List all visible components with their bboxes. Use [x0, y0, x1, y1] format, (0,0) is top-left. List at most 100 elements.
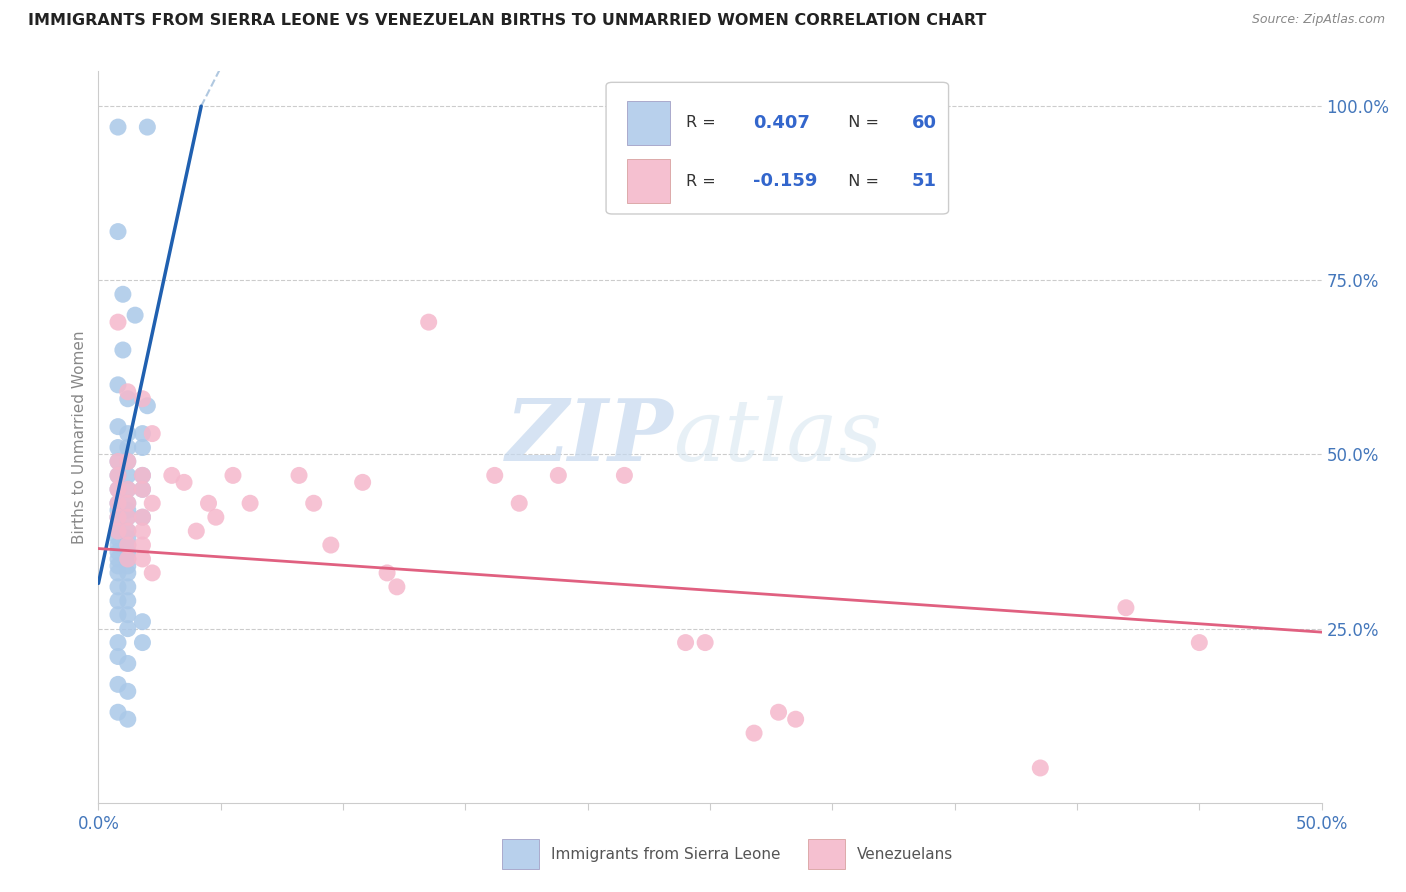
- Point: [768, 705, 790, 719]
- Point: [117, 496, 139, 510]
- Point: [547, 468, 569, 483]
- Point: [131, 524, 153, 538]
- Point: [107, 705, 129, 719]
- Point: [107, 483, 129, 497]
- Point: [107, 594, 129, 608]
- Point: [117, 441, 139, 455]
- Point: [131, 483, 153, 497]
- Text: IMMIGRANTS FROM SIERRA LEONE VS VENEZUELAN BIRTHS TO UNMARRIED WOMEN CORRELATION: IMMIGRANTS FROM SIERRA LEONE VS VENEZUEL…: [28, 13, 987, 29]
- Point: [239, 496, 262, 510]
- Point: [107, 468, 129, 483]
- Point: [131, 468, 153, 483]
- Point: [131, 392, 153, 406]
- Point: [107, 580, 129, 594]
- Point: [173, 475, 195, 490]
- Point: [117, 531, 139, 545]
- Point: [117, 657, 139, 671]
- Point: [117, 524, 139, 538]
- Point: [186, 524, 208, 538]
- Point: [117, 594, 139, 608]
- Point: [107, 677, 129, 691]
- Point: [141, 496, 163, 510]
- Point: [302, 496, 325, 510]
- Point: [131, 552, 153, 566]
- Point: [117, 622, 139, 636]
- Point: [141, 426, 163, 441]
- Point: [695, 635, 717, 649]
- Point: [117, 483, 139, 497]
- Text: Source: ZipAtlas.com: Source: ZipAtlas.com: [1251, 13, 1385, 27]
- Point: [131, 615, 153, 629]
- Point: [131, 510, 153, 524]
- FancyBboxPatch shape: [627, 159, 669, 203]
- Point: [117, 384, 139, 399]
- Point: [352, 475, 374, 490]
- Point: [131, 483, 153, 497]
- Point: [117, 510, 139, 524]
- Point: [117, 524, 139, 538]
- Point: [418, 315, 440, 329]
- Text: N =: N =: [838, 115, 884, 130]
- Y-axis label: Births to Unmarried Women: Births to Unmarried Women: [72, 330, 87, 544]
- Point: [117, 545, 139, 559]
- Point: [117, 580, 139, 594]
- Text: 51: 51: [912, 172, 936, 190]
- Point: [117, 503, 139, 517]
- Point: [131, 538, 153, 552]
- Text: 0.407: 0.407: [752, 113, 810, 131]
- Point: [111, 287, 134, 301]
- Point: [197, 496, 219, 510]
- Point: [785, 712, 807, 726]
- Point: [117, 426, 139, 441]
- Point: [131, 468, 153, 483]
- Point: [742, 726, 765, 740]
- Point: [107, 483, 129, 497]
- Point: [141, 566, 163, 580]
- FancyBboxPatch shape: [808, 839, 845, 869]
- FancyBboxPatch shape: [627, 101, 669, 145]
- Point: [107, 635, 129, 649]
- Point: [117, 607, 139, 622]
- Point: [288, 468, 311, 483]
- Point: [117, 552, 139, 566]
- Text: -0.159: -0.159: [752, 172, 817, 190]
- Point: [136, 399, 159, 413]
- Text: Immigrants from Sierra Leone: Immigrants from Sierra Leone: [551, 847, 780, 862]
- Point: [107, 225, 129, 239]
- Text: ZIP: ZIP: [506, 395, 673, 479]
- Point: [131, 510, 153, 524]
- Point: [117, 392, 139, 406]
- Point: [107, 649, 129, 664]
- Text: 60: 60: [912, 113, 936, 131]
- Point: [107, 545, 129, 559]
- Point: [117, 538, 139, 552]
- Point: [319, 538, 342, 552]
- Point: [117, 712, 139, 726]
- Point: [375, 566, 398, 580]
- Point: [107, 454, 129, 468]
- Point: [107, 468, 129, 483]
- Point: [107, 607, 129, 622]
- Point: [107, 524, 129, 538]
- Text: Venezuelans: Venezuelans: [856, 847, 953, 862]
- Point: [1115, 600, 1137, 615]
- Point: [1029, 761, 1052, 775]
- Point: [117, 566, 139, 580]
- Point: [107, 566, 129, 580]
- FancyBboxPatch shape: [606, 82, 949, 214]
- Point: [117, 483, 139, 497]
- Point: [107, 531, 129, 545]
- Point: [107, 419, 129, 434]
- Point: [385, 580, 408, 594]
- Point: [124, 308, 146, 322]
- Point: [160, 468, 183, 483]
- Point: [107, 524, 129, 538]
- Point: [675, 635, 697, 649]
- Point: [107, 496, 129, 510]
- Point: [117, 510, 139, 524]
- Point: [117, 454, 139, 468]
- Point: [107, 496, 129, 510]
- Point: [117, 454, 139, 468]
- Text: R =: R =: [686, 174, 720, 188]
- Point: [117, 558, 139, 573]
